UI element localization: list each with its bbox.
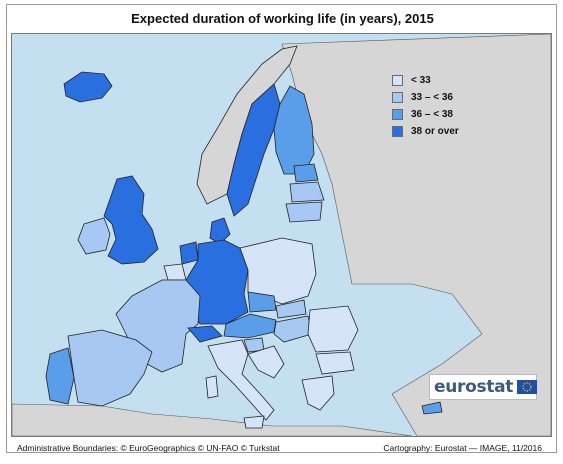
legend-swatch <box>392 126 403 137</box>
map-canvas: < 33 33 – < 36 36 – < 38 38 or over euro… <box>11 33 552 437</box>
country-sicily <box>243 415 265 429</box>
country-portugal <box>45 347 75 405</box>
eurostat-logo: eurostat <box>429 374 538 400</box>
country-finland <box>273 85 315 175</box>
footer-cartography-credit: Cartography: Eurostat — IMAGE, 11/2016 <box>383 443 542 453</box>
legend-item: 38 or over <box>392 123 459 140</box>
country-germany <box>185 239 249 325</box>
country-greece <box>301 375 335 411</box>
country-hungary <box>273 315 313 343</box>
eu-flag-icon <box>517 380 538 394</box>
country-netherlands <box>179 241 199 265</box>
country-estonia <box>293 163 319 183</box>
legend-swatch <box>392 109 403 120</box>
country-romania <box>307 305 359 353</box>
country-bulgaria <box>315 351 355 375</box>
legend-item: 36 – < 38 <box>392 106 459 123</box>
europe-map <box>12 34 551 436</box>
country-italy <box>207 339 275 421</box>
country-slovakia <box>275 299 307 319</box>
country-czechia <box>247 291 277 313</box>
country-ireland <box>77 217 111 255</box>
legend-item: 33 – < 36 <box>392 89 459 106</box>
legend-label: < 33 <box>411 75 431 86</box>
non-eu-land-africa <box>12 403 413 436</box>
map-legend: < 33 33 – < 36 36 – < 38 38 or over <box>392 72 459 140</box>
country-lithuania <box>285 201 323 223</box>
country-switzerland <box>187 325 223 343</box>
legend-label: 33 – < 36 <box>411 92 453 103</box>
country-spain <box>67 329 153 407</box>
legend-label: 36 – < 38 <box>411 109 453 120</box>
country-latvia <box>289 181 325 203</box>
legend-swatch <box>392 92 403 103</box>
country-poland <box>239 237 317 305</box>
country-belgium <box>163 263 187 281</box>
country-uk <box>103 175 159 265</box>
footer-boundaries-credit: Administrative Boundaries: © EuroGeograp… <box>17 443 280 453</box>
country-cyprus <box>421 401 443 415</box>
map-title: Expected duration of working life (in ye… <box>131 11 434 26</box>
country-denmark <box>209 217 231 245</box>
logo-text: eurostat <box>434 377 514 397</box>
country-iceland <box>63 71 113 103</box>
legend-swatch <box>392 75 403 86</box>
country-sardinia <box>205 375 219 399</box>
legend-item: < 33 <box>392 72 459 89</box>
legend-label: 38 or over <box>411 126 459 137</box>
country-croatia <box>247 345 285 379</box>
map-frame: Expected duration of working life (in ye… <box>6 4 557 453</box>
